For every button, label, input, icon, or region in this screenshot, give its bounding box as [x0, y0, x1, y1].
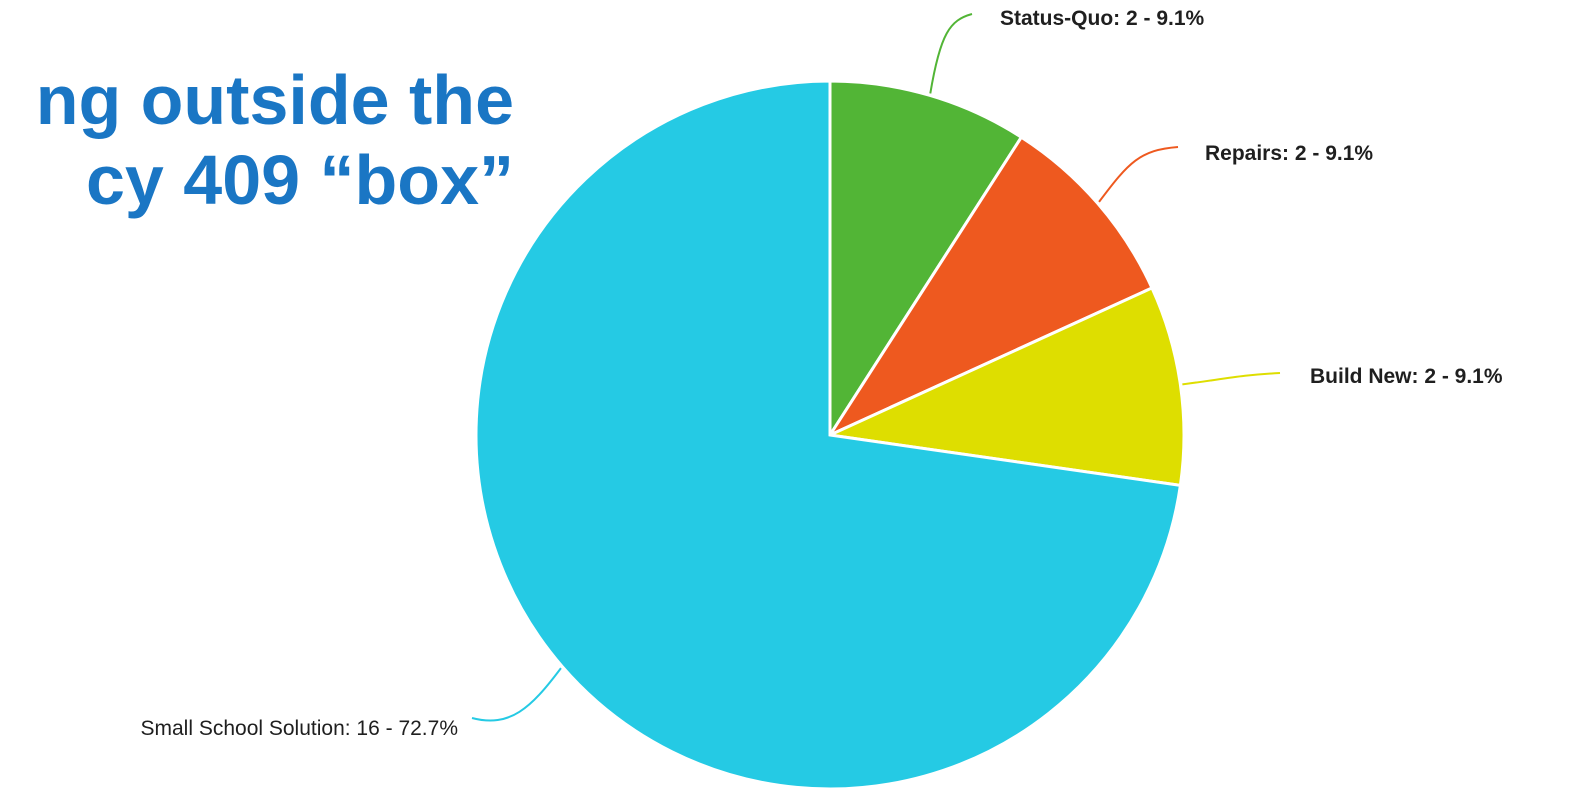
- pie-slices: [474, 79, 1186, 791]
- slice-label-small-school-solution: Small School Solution: 16 - 72.7%: [140, 717, 458, 740]
- slide-title-line-1: ng outside the: [35, 61, 514, 139]
- slice-label-build-new: Build New: 2 - 9.1%: [1310, 365, 1503, 388]
- leader-line-status-quo: [929, 13, 973, 94]
- pie-slice-repairs: [825, 135, 1154, 439]
- leader-line-build-new: [1182, 372, 1281, 386]
- leader-line-repairs: [1098, 146, 1179, 203]
- slice-label-repairs: Repairs: 2 - 9.1%: [1205, 142, 1373, 165]
- pie-slice-small-school-solution: [474, 79, 1183, 791]
- pie-slice-build-new: [824, 285, 1186, 488]
- pie-labels: Status-Quo: 2 - 9.1% Repairs: 2 - 9.1% Bui…: [140, 7, 1502, 740]
- leader-line-small-school-solution: [471, 667, 562, 722]
- slide-title-line-2: cy 409 “box”: [86, 141, 514, 219]
- pie-leader-lines: [471, 13, 1281, 722]
- slice-label-status-quo: Status-Quo: 2 - 9.1%: [1000, 7, 1205, 30]
- pie-slice-status-quo: [828, 79, 1024, 441]
- slide-title: ng outside the cy 409 “box”: [0, 60, 514, 230]
